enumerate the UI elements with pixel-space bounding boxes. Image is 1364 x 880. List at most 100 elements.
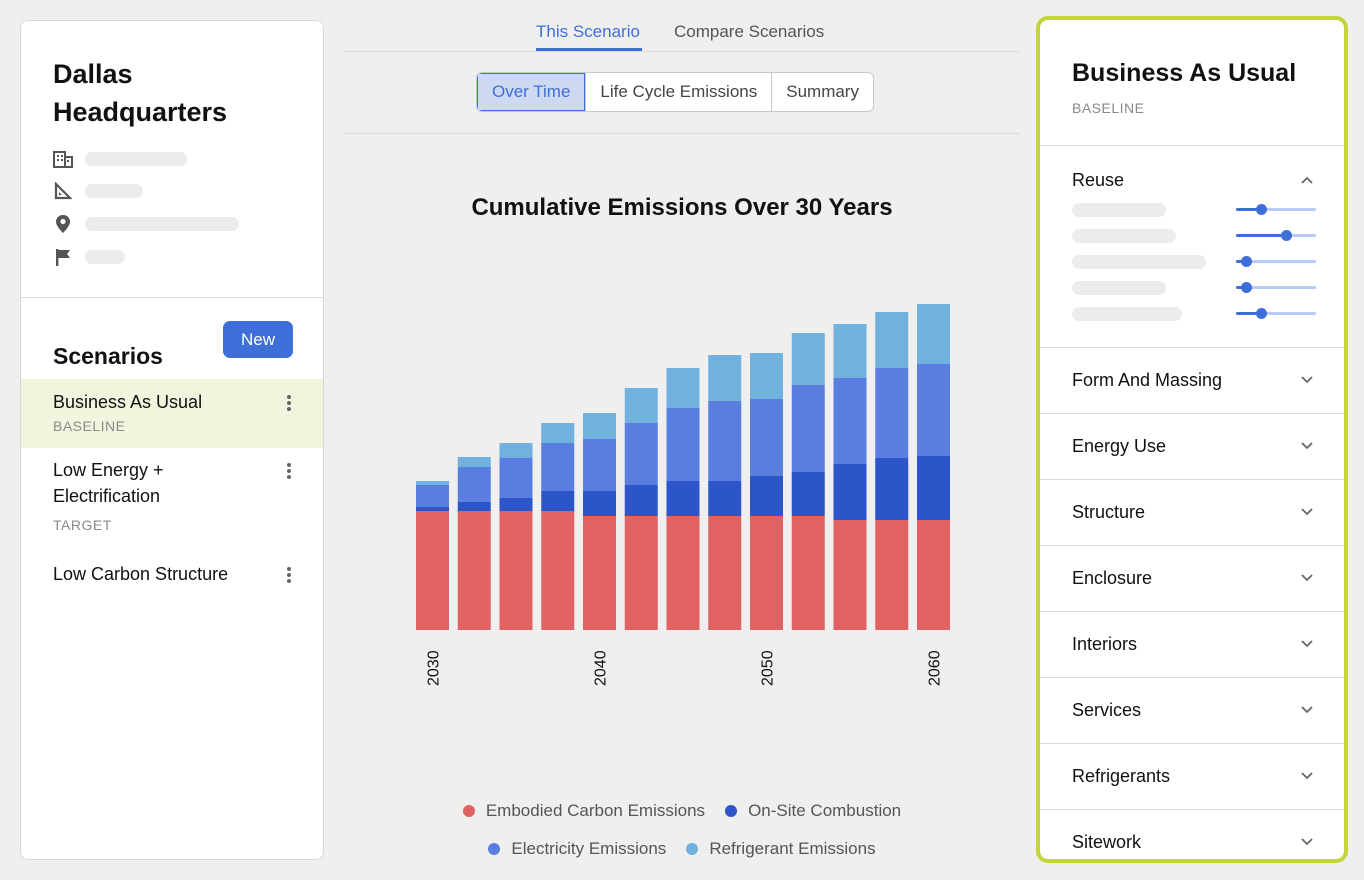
slider-label-placeholder <box>1072 229 1176 243</box>
legend-dot <box>488 843 501 855</box>
reuse-slider[interactable] <box>1236 203 1316 217</box>
chevron-down-icon[interactable] <box>1298 833 1316 851</box>
meta-row-location <box>53 214 239 234</box>
section-sitework[interactable]: Sitework <box>1040 809 1344 859</box>
bar-segment-electricity <box>750 399 783 476</box>
bar-segment-embodied <box>583 516 616 630</box>
tab-compare-scenarios[interactable]: Compare Scenarios <box>674 22 825 41</box>
bar-segment-embodied <box>833 520 867 630</box>
section-reuse-label[interactable]: Reuse <box>1072 170 1125 190</box>
bar-segment-embodied <box>541 511 575 630</box>
bar-segment-embodied <box>750 516 783 630</box>
bar-segment-refrigerant <box>583 413 616 439</box>
building-icon <box>53 149 73 169</box>
bar-segment-refrigerant <box>917 304 950 364</box>
bar-segment-electricity <box>917 364 950 456</box>
x-tick-label: 2050 <box>760 650 777 686</box>
bar-segment-onsite <box>833 464 867 520</box>
slider-label-placeholder <box>1072 203 1166 217</box>
meta-row-area <box>53 181 143 201</box>
bar-segment-embodied <box>416 511 449 630</box>
section-label: Energy Use <box>1072 436 1167 456</box>
project-panel: Dallas Headquarters Scenarios New Busine… <box>20 20 324 860</box>
chevron-down-icon[interactable] <box>1298 371 1316 389</box>
meta-placeholder <box>85 250 125 264</box>
bar-segment-embodied <box>666 516 700 630</box>
chevron-down-icon[interactable] <box>1298 569 1316 587</box>
scenario-menu-icon[interactable] <box>281 461 297 481</box>
reuse-slider[interactable] <box>1236 281 1316 295</box>
meta-placeholder <box>85 184 143 198</box>
tab-this-scenario[interactable]: This Scenario <box>536 22 640 41</box>
section-refrigerants[interactable]: Refrigerants <box>1040 743 1344 810</box>
reuse-slider[interactable] <box>1236 255 1316 269</box>
scenario-name: Low Energy + Electrification <box>53 460 164 506</box>
bar-segment-electricity <box>416 485 449 507</box>
slider-knob[interactable] <box>1256 308 1268 319</box>
section-label: Form And Massing <box>1072 370 1223 390</box>
bar-segment-onsite <box>583 491 616 516</box>
slider-label-placeholder <box>1072 255 1206 269</box>
chevron-down-icon[interactable] <box>1298 701 1316 719</box>
bar-segment-onsite <box>624 485 658 516</box>
section-form-and-massing[interactable]: Form And Massing <box>1040 347 1344 414</box>
meta-row-status <box>53 247 125 267</box>
meta-placeholder <box>85 152 187 166</box>
bar-segment-refrigerant <box>875 312 909 368</box>
scenario-item-low-carbon-structure[interactable]: Low Carbon Structure <box>21 559 323 599</box>
scenario-tag: BASELINE <box>53 418 126 434</box>
section-interiors[interactable]: Interiors <box>1040 611 1344 678</box>
bar-segment-electricity <box>541 443 575 491</box>
x-tick-label: 2030 <box>426 650 443 686</box>
scenario-item-business-as-usual[interactable]: Business As Usual BASELINE <box>21 379 323 448</box>
section-enclosure[interactable]: Enclosure <box>1040 545 1344 612</box>
bar-segment-refrigerant <box>541 423 575 443</box>
bar-segment-embodied <box>875 520 909 630</box>
bar-segment-electricity <box>833 378 867 464</box>
bar-segment-electricity <box>875 368 909 458</box>
scenario-item-low-energy[interactable]: Low Energy + Electrification TARGET <box>21 453 323 545</box>
bar-segment-refrigerant <box>624 388 658 423</box>
slider-knob[interactable] <box>1256 204 1268 215</box>
bar-segment-onsite <box>666 481 700 516</box>
reuse-slider[interactable] <box>1236 307 1316 321</box>
bar-segment-embodied <box>624 516 658 630</box>
bar-segment-refrigerant <box>457 457 491 467</box>
new-scenario-button[interactable]: New <box>223 321 293 358</box>
bar-segment-electricity <box>499 458 533 498</box>
legend-dot <box>686 843 699 855</box>
chevron-down-icon[interactable] <box>1298 503 1316 521</box>
bar-segment-onsite <box>917 456 950 520</box>
section-services[interactable]: Services <box>1040 677 1344 744</box>
bar-segment-refrigerant <box>666 368 700 408</box>
view-life-cycle-button[interactable]: Life Cycle Emissions <box>585 73 771 111</box>
scenario-menu-icon[interactable] <box>281 565 297 585</box>
bar-segment-electricity <box>791 385 825 472</box>
view-over-time-button[interactable]: Over Time <box>477 73 586 111</box>
bar-segment-refrigerant <box>416 481 449 485</box>
scenario-menu-icon[interactable] <box>281 393 297 413</box>
bar-segment-embodied <box>791 516 825 630</box>
view-summary-button[interactable]: Summary <box>771 73 873 111</box>
section-structure[interactable]: Structure <box>1040 479 1344 546</box>
bar-segment-electricity <box>583 439 616 491</box>
chevron-down-icon[interactable] <box>1298 437 1316 455</box>
chevron-down-icon[interactable] <box>1298 635 1316 653</box>
legend-item-onsite: On-Site Combustion <box>725 801 901 821</box>
bar-segment-embodied <box>708 516 742 630</box>
chevron-up-icon[interactable] <box>1298 171 1316 189</box>
scenario-detail-tag: BASELINE <box>1072 100 1145 116</box>
slider-knob[interactable] <box>1241 256 1253 267</box>
reuse-slider[interactable] <box>1236 229 1316 243</box>
section-energy-use[interactable]: Energy Use <box>1040 413 1344 480</box>
legend-row: Electricity Emissions Refrigerant Emissi… <box>344 839 1020 859</box>
legend-label: On-Site Combustion <box>748 801 902 820</box>
scenario-tag: TARGET <box>53 517 112 533</box>
chevron-down-icon[interactable] <box>1298 767 1316 785</box>
bar-segment-onsite <box>791 472 825 516</box>
slider-knob[interactable] <box>1241 282 1253 293</box>
slider-knob[interactable] <box>1281 230 1293 241</box>
bar-segment-electricity <box>457 467 491 502</box>
legend-item-refrigerant: Refrigerant Emissions <box>686 839 876 859</box>
legend-item-embodied: Embodied Carbon Emissions <box>462 801 705 821</box>
